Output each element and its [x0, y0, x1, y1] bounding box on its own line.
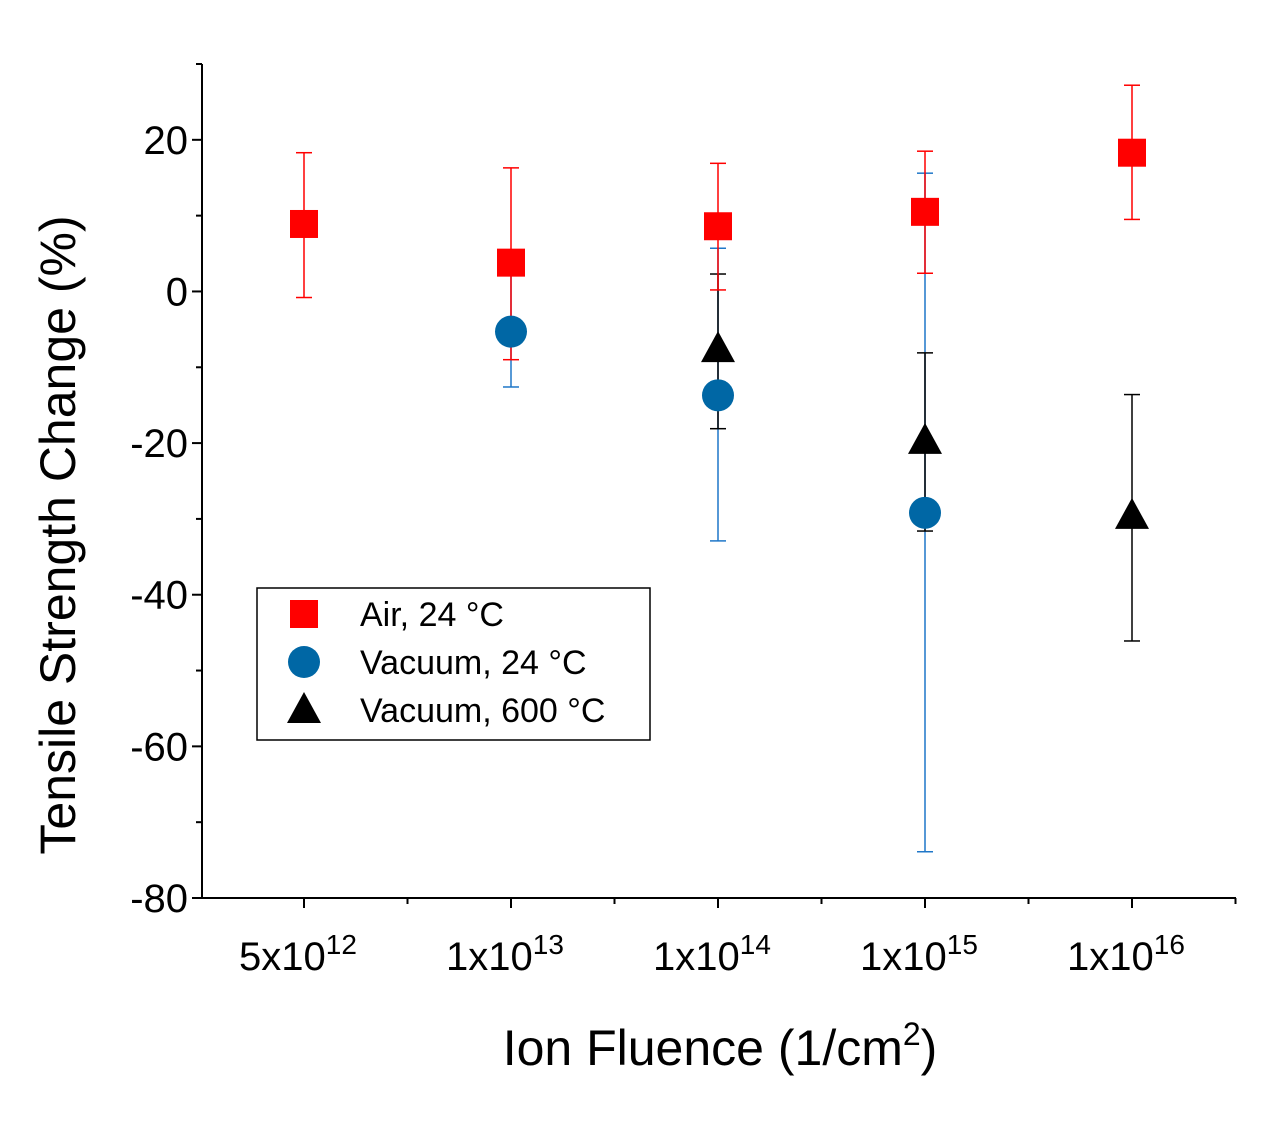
data-point-square — [1118, 138, 1146, 167]
x-tick-label: 5x1012 — [239, 929, 357, 979]
legend-marker-square — [290, 600, 318, 628]
y-axis-label: Tensile Strength Change (%) — [30, 215, 86, 854]
data-point-triangle — [908, 422, 942, 454]
data-point-circle — [909, 496, 941, 529]
legend-box — [256, 587, 651, 741]
data-point-circle — [495, 315, 527, 348]
x-axis-label: Ion Fluence (1/cm2) — [503, 1016, 938, 1076]
data-point-circle — [702, 379, 734, 412]
legend-label: Vacuum, 24 °C — [360, 644, 587, 682]
x-tick-label: 1x1016 — [1067, 929, 1185, 979]
x-tick-label: 1x1013 — [446, 929, 564, 979]
legend: Air, 24 °C Vacuum, 24 °C Vacuum, 600 °C — [256, 587, 651, 741]
data-point-triangle — [701, 331, 735, 363]
x-tick-label: 1x1015 — [860, 929, 978, 979]
legend-marker-triangle — [287, 692, 321, 723]
data-point-triangle — [1115, 497, 1149, 529]
data-point-square — [290, 209, 318, 238]
y-tick-label: -20 — [130, 422, 188, 466]
data-point-square — [911, 197, 939, 226]
y-tick-label: -80 — [130, 877, 188, 921]
legend-label: Air, 24 °C — [360, 596, 504, 634]
data-markers — [290, 138, 1149, 529]
y-tick-label: 20 — [144, 119, 189, 163]
y-tick-label: -60 — [130, 725, 188, 769]
data-point-square — [497, 248, 525, 277]
y-tick-label: 0 — [166, 270, 188, 314]
axes: -80 -60 -40 -20 0 20 5x1012 1x1013 1x1014 1x1015 1… — [130, 63, 1237, 979]
x-tick-label: 1x1014 — [653, 929, 771, 979]
legend-label: Vacuum, 600 °C — [360, 692, 605, 730]
data-point-square — [704, 212, 732, 241]
y-tick-label: -40 — [130, 574, 188, 618]
legend-marker-circle — [288, 646, 320, 678]
